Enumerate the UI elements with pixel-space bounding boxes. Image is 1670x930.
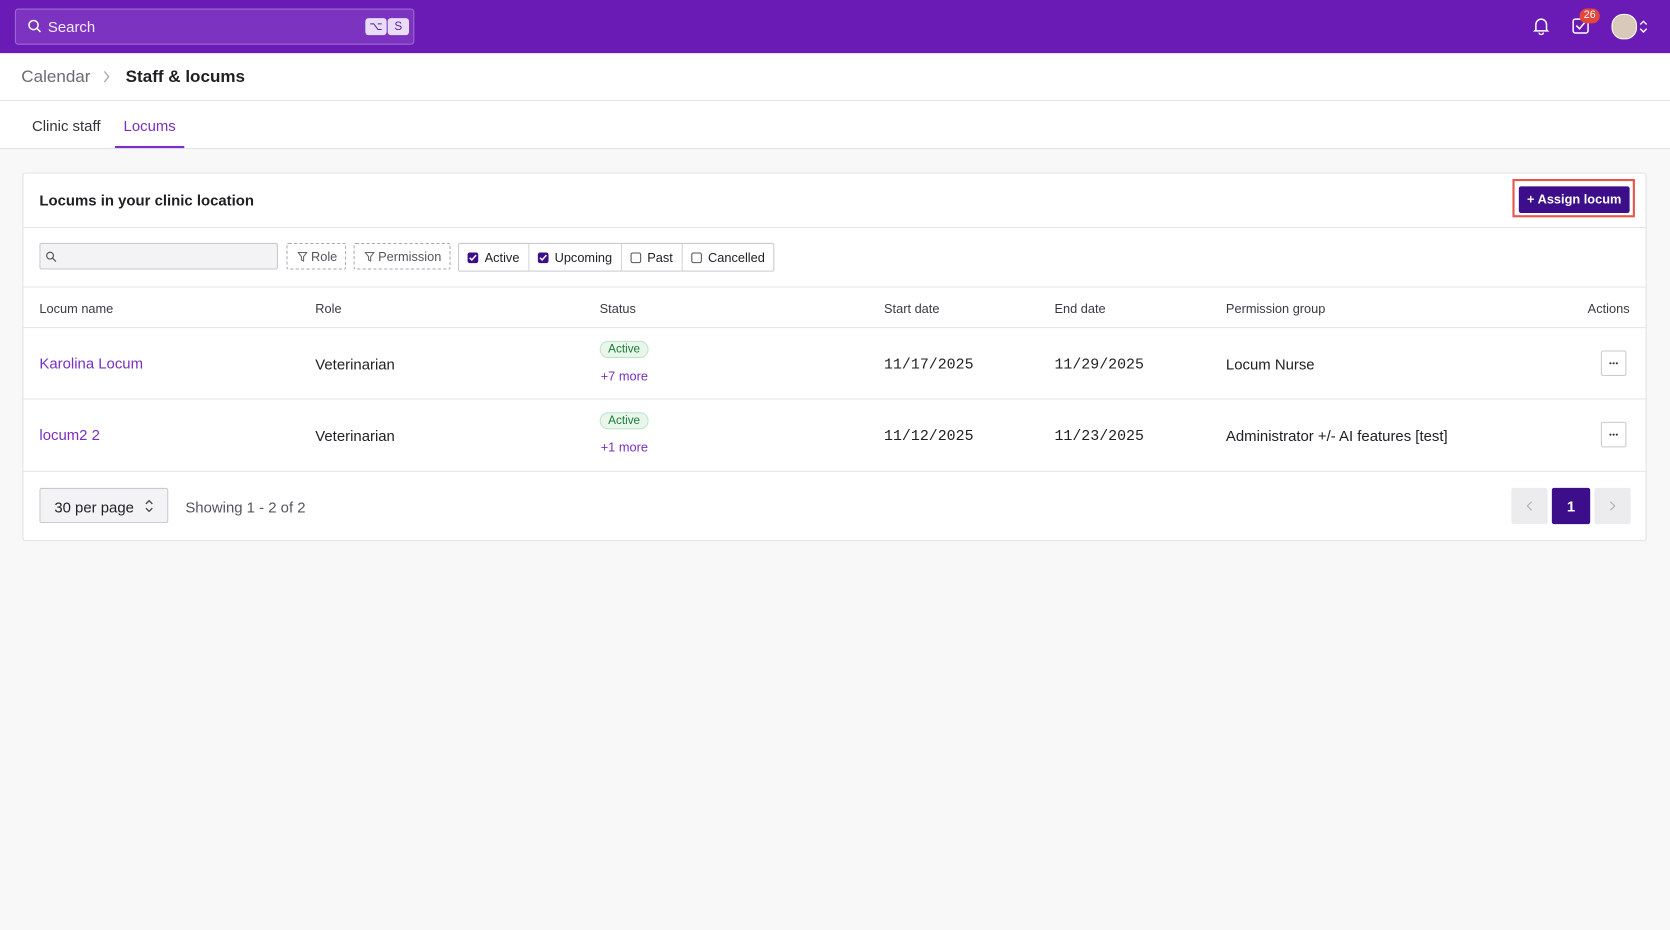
tab-bar: Clinic staff Locums [0, 101, 1670, 150]
column-header: Status [599, 301, 636, 317]
chevron [1610, 501, 1616, 511]
column-header: Actions [1587, 301, 1630, 317]
start-date: 11/12/2025 [884, 428, 974, 446]
column-header: Permission group [1225, 301, 1326, 317]
panel-title: Locums in your clinic location [39, 191, 255, 209]
prev-page[interactable] [1511, 487, 1548, 525]
shortcut-key: S [387, 18, 409, 36]
divider [23, 470, 1646, 472]
checkbox-label: Active [484, 249, 520, 265]
status-checkbox[interactable]: Active [459, 243, 530, 271]
bell-icon[interactable] [1533, 17, 1550, 36]
filter-label: Permission [378, 249, 442, 265]
plus-icon: + [1527, 191, 1538, 207]
locum-name-link[interactable]: Karolina Locum [39, 354, 144, 372]
end-date: 11/23/2025 [1054, 428, 1144, 446]
shortcut-key: ⌥ [365, 18, 387, 36]
role: Veterinarian [315, 355, 395, 373]
column-header: Role [315, 301, 342, 317]
ellipsis-icon [1609, 433, 1618, 436]
avatar[interactable] [1611, 13, 1638, 40]
divider [23, 226, 1646, 228]
checkbox-label: Upcoming [554, 249, 613, 265]
row-divider [23, 398, 1646, 400]
inbox-badge: 26 [1579, 8, 1600, 24]
filter-label: Role [311, 249, 338, 265]
column-header: Start date [884, 301, 940, 317]
breadcrumb-separator [103, 70, 110, 83]
locums-panel: Locums in your clinic location + Assign … [22, 172, 1647, 542]
row-actions-button[interactable] [1600, 421, 1627, 448]
breadcrumb-link[interactable]: Calendar [21, 68, 91, 87]
status-checkbox[interactable]: Cancelled [682, 244, 773, 271]
per-page-select[interactable]: 30 per page [39, 487, 169, 524]
checkbox[interactable] [537, 251, 549, 263]
status-filter-group: Active Upcoming Past Cancelled [457, 242, 775, 272]
permission-group: Administrator +/- AI features [test] [1225, 427, 1448, 445]
search-box[interactable]: Search ⌥ S [14, 8, 415, 45]
avatar-chevron [1639, 20, 1648, 33]
filter-icon [364, 251, 375, 262]
more-statuses[interactable]: +1 more [600, 439, 648, 455]
tab[interactable]: Clinic staff [31, 117, 101, 135]
end-date: 11/29/2025 [1054, 356, 1144, 374]
highlight-box [1512, 178, 1635, 218]
permission-filter[interactable]: Permission [353, 242, 451, 270]
button-label: Assign locum [1537, 191, 1622, 207]
role-filter[interactable]: Role [286, 242, 347, 270]
status-badge: Active [599, 340, 649, 358]
status-badge: Active [599, 412, 649, 430]
ellipsis-icon [1609, 362, 1618, 365]
search-icon [46, 251, 57, 262]
checkbox-label: Cancelled [708, 249, 765, 265]
status-checkbox[interactable]: Upcoming [529, 243, 622, 271]
tab[interactable]: Locums [123, 117, 176, 135]
row-actions-button[interactable] [1600, 350, 1627, 377]
breadcrumb-bar: Calendar Staff & locums [0, 53, 1670, 102]
status-checkbox[interactable]: Past [622, 243, 683, 271]
checkbox-label: Past [647, 249, 673, 265]
locum-name-link[interactable]: locum2 2 [39, 426, 100, 444]
search-placeholder: Search [47, 18, 96, 36]
checkbox[interactable] [630, 251, 641, 263]
permission-group: Locum Nurse [1225, 355, 1315, 373]
more-statuses[interactable]: +7 more [600, 368, 648, 384]
search-icon [28, 19, 42, 33]
top-bar: Search ⌥ S 26 [0, 0, 1670, 54]
column-header: Locum name [39, 301, 114, 317]
per-page-label: 30 per page [54, 498, 134, 516]
checkbox[interactable] [467, 251, 479, 263]
check-mark [539, 254, 547, 261]
divider [23, 286, 1646, 288]
breadcrumb-current: Staff & locums [125, 68, 245, 87]
showing-text: Showing 1 - 2 of 2 [185, 498, 306, 516]
page-button[interactable]: 1 [1551, 487, 1591, 525]
next-page[interactable] [1594, 487, 1631, 525]
assign-locum-button[interactable]: + Assign locum [1518, 186, 1630, 214]
column-header: End date [1054, 301, 1106, 317]
tab-underline [115, 145, 185, 149]
role: Veterinarian [315, 427, 395, 445]
check-mark [469, 254, 477, 261]
table-search-input[interactable] [39, 242, 278, 270]
start-date: 11/17/2025 [884, 356, 974, 374]
divider [23, 327, 1646, 329]
checkbox[interactable] [690, 251, 702, 263]
chevron [1526, 501, 1532, 511]
select-chevron [145, 499, 153, 513]
filter-icon [297, 251, 308, 262]
